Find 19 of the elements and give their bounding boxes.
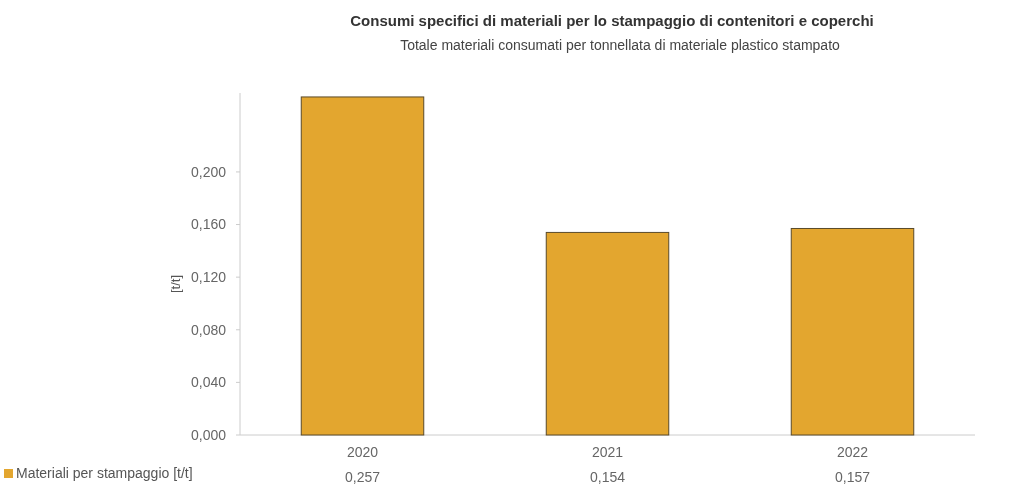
legend-label: Materiali per stampaggio [t/t] [16, 465, 193, 481]
y-tick-label: 0,120 [190, 269, 227, 286]
bar [790, 227, 915, 436]
data-label: 0,154 [589, 469, 626, 485]
chart-subtitle: Totale materiali consumati per tonnellata di materiale plastico stampato [400, 37, 841, 53]
bar [300, 96, 425, 436]
data-label: 0,257 [344, 469, 381, 485]
bar [545, 231, 670, 436]
chart-title: Consumi specifici di materiali per lo stampaggio di contenitori e coperchi [350, 12, 874, 29]
y-tick-label: 0,080 [190, 321, 227, 338]
y-tick-label: 0,040 [190, 374, 227, 391]
y-tick-label: 0,000 [190, 426, 227, 443]
y-tick-label: 0,160 [190, 216, 227, 233]
y-axis-title: [t/t] [168, 274, 183, 294]
y-tick-label: 0,200 [190, 163, 227, 180]
data-label: 0,157 [834, 469, 871, 485]
x-tick-label: 2021 [591, 444, 624, 460]
x-tick-label: 2022 [836, 444, 869, 460]
x-tick-label: 2020 [346, 444, 379, 460]
